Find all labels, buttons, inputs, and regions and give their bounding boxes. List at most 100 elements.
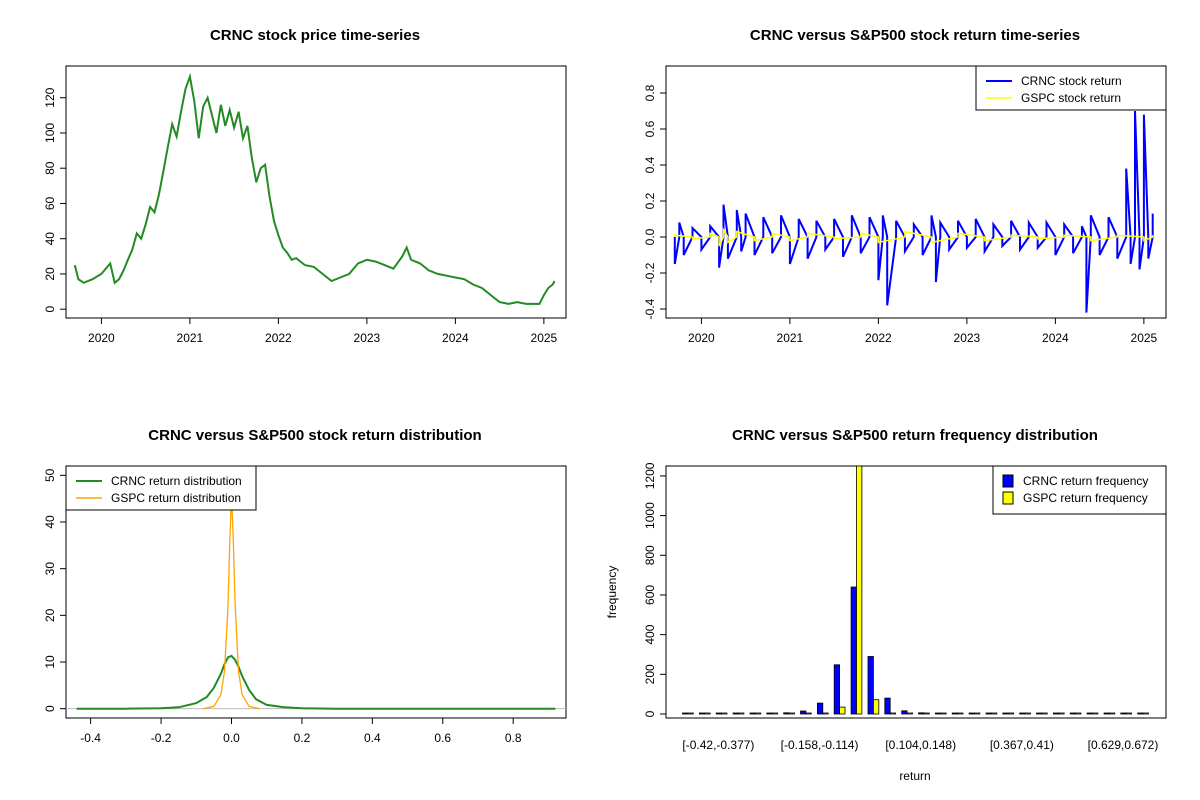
y-tick-label: 100 bbox=[43, 123, 57, 143]
x-tick-label: 2020 bbox=[688, 331, 715, 345]
x-tick-label: [0.104,0.148) bbox=[885, 738, 956, 752]
bar-1 bbox=[822, 712, 829, 715]
bar-0 bbox=[985, 712, 992, 715]
series-line-1 bbox=[203, 493, 260, 710]
bar-0 bbox=[783, 712, 790, 715]
bar-1 bbox=[1041, 712, 1048, 715]
bar-1 bbox=[940, 712, 947, 715]
bar-0 bbox=[867, 656, 874, 715]
x-tick-label: [0.367,0.41) bbox=[990, 738, 1054, 752]
x-tick-label: 2022 bbox=[265, 331, 292, 345]
bar-0 bbox=[901, 710, 908, 715]
bar-1 bbox=[1125, 712, 1132, 715]
chart-title: CRNC versus S&P500 return frequency dist… bbox=[732, 427, 1098, 444]
bar-1 bbox=[1007, 712, 1015, 715]
bar-1 bbox=[1024, 712, 1031, 715]
y-tick-label: 400 bbox=[643, 624, 657, 644]
y-tick-label: -0.2 bbox=[643, 262, 657, 283]
plot-frame bbox=[65, 465, 567, 719]
series-line-0 bbox=[673, 110, 1154, 313]
x-tick-label: -0.4 bbox=[80, 731, 101, 745]
legend-label: GSPC stock return bbox=[1021, 91, 1121, 105]
bar-1 bbox=[738, 712, 745, 715]
legend-box bbox=[975, 65, 1167, 111]
x-tick-label: [0.629,0.672) bbox=[1088, 738, 1159, 752]
bar-0 bbox=[732, 712, 739, 715]
bar-0 bbox=[1053, 712, 1060, 715]
x-tick-label: 2020 bbox=[88, 331, 115, 345]
x-tick-label: [-0.42,-0.377) bbox=[682, 738, 754, 752]
bar-0 bbox=[749, 712, 756, 715]
y-tick-label: 0.0 bbox=[643, 228, 657, 245]
x-tick-label: 0.6 bbox=[434, 731, 451, 745]
legend-label: CRNC return frequency bbox=[1023, 474, 1148, 488]
y-tick-label: 600 bbox=[643, 585, 657, 605]
x-tick-label: 2024 bbox=[442, 331, 469, 345]
y-tick-label: 20 bbox=[43, 608, 57, 622]
bar-1 bbox=[889, 712, 897, 715]
bar-1 bbox=[771, 712, 779, 715]
bar-1 bbox=[755, 712, 762, 715]
chart-title: CRNC stock price time-series bbox=[210, 27, 420, 44]
y-tick-label: 1000 bbox=[643, 502, 657, 529]
y-tick-label: 40 bbox=[43, 515, 57, 529]
bar-0 bbox=[715, 712, 723, 715]
y-tick-label: 200 bbox=[643, 664, 657, 684]
bar-0 bbox=[1069, 712, 1076, 715]
legend-swatch bbox=[1002, 491, 1014, 505]
bar-1 bbox=[991, 712, 998, 715]
chart-title: CRNC versus S&P500 stock return distribu… bbox=[148, 427, 481, 444]
x-tick-label: 2022 bbox=[865, 331, 892, 345]
x-tick-label: 2023 bbox=[354, 331, 381, 345]
bar-1 bbox=[704, 712, 711, 715]
panel-return-distribution: CRNC versus S&P500 stock return distribu… bbox=[43, 427, 567, 745]
bar-0 bbox=[884, 697, 891, 715]
x-tick-label: 2025 bbox=[531, 331, 558, 345]
bar-1 bbox=[1092, 712, 1099, 715]
y-tick-label: 0 bbox=[43, 306, 57, 313]
y-tick-label: 800 bbox=[643, 545, 657, 565]
bar-0 bbox=[1002, 712, 1009, 715]
x-axis-label: return bbox=[899, 769, 930, 783]
panel-return-frequency: CRNC versus S&P500 return frequency dist… bbox=[605, 427, 1167, 783]
bar-0 bbox=[766, 712, 773, 715]
y-tick-label: 40 bbox=[43, 232, 57, 246]
bar-0 bbox=[800, 710, 807, 715]
bar-1 bbox=[906, 712, 913, 715]
x-tick-label: [-0.158,-0.114) bbox=[781, 738, 859, 752]
series-line-1 bbox=[674, 227, 1154, 247]
bar-1 bbox=[1075, 712, 1082, 715]
bar-0 bbox=[699, 712, 706, 715]
y-tick-label: 0.2 bbox=[643, 192, 657, 209]
legend-label: GSPC return distribution bbox=[111, 491, 241, 505]
y-tick-label: 80 bbox=[43, 161, 57, 175]
y-tick-label: 1200 bbox=[643, 462, 657, 489]
y-tick-label: 120 bbox=[43, 87, 57, 107]
x-tick-label: 2024 bbox=[1042, 331, 1069, 345]
bar-0 bbox=[951, 712, 959, 715]
x-tick-label: 0.8 bbox=[505, 731, 522, 745]
y-tick-label: 0.4 bbox=[643, 156, 657, 173]
bar-0 bbox=[1103, 712, 1110, 715]
x-tick-label: 2021 bbox=[177, 331, 204, 345]
y-tick-label: -0.4 bbox=[643, 298, 657, 319]
y-tick-label: 30 bbox=[43, 562, 57, 576]
bar-1 bbox=[923, 712, 930, 715]
bar-1 bbox=[1142, 712, 1149, 715]
bar-0 bbox=[817, 702, 824, 715]
y-tick-label: 60 bbox=[43, 196, 57, 210]
bar-1 bbox=[873, 699, 880, 715]
y-tick-label: 10 bbox=[43, 655, 57, 669]
x-tick-label: 0.2 bbox=[294, 731, 311, 745]
y-tick-label: 50 bbox=[43, 468, 57, 482]
plot-frame bbox=[65, 65, 567, 319]
bar-1 bbox=[687, 712, 694, 715]
y-tick-label: 0.8 bbox=[643, 84, 657, 101]
y-tick-label: 0.6 bbox=[643, 120, 657, 137]
bar-1 bbox=[788, 712, 795, 715]
legend-box bbox=[992, 465, 1167, 515]
legend-label: CRNC stock return bbox=[1021, 74, 1122, 88]
series-line-0 bbox=[76, 654, 556, 710]
bar-1 bbox=[974, 712, 981, 715]
bar-0 bbox=[1019, 712, 1026, 715]
